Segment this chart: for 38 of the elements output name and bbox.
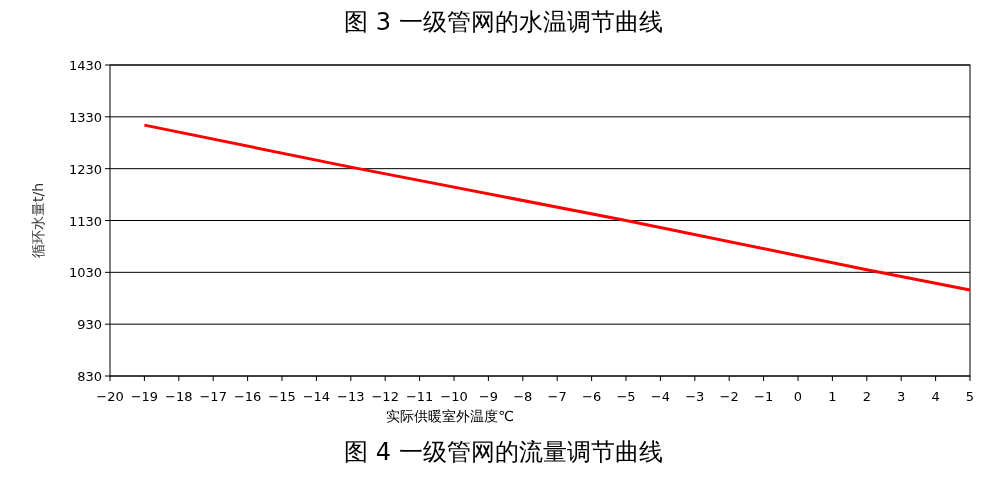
x-tick-label: −6 — [582, 389, 602, 404]
x-tick-label: 4 — [931, 389, 940, 404]
y-tick-label: 1230 — [68, 161, 102, 177]
x-tick-label: −2 — [719, 389, 739, 404]
x-tick-label: −5 — [616, 389, 636, 404]
x-tick-label: −13 — [337, 389, 365, 404]
x-tick-label: −9 — [478, 389, 498, 404]
x-tick-label: −11 — [405, 389, 434, 404]
y-axis-title: 循环水量t/h — [30, 182, 46, 259]
x-tick-label: −12 — [371, 389, 399, 404]
x-tick-label: 2 — [862, 389, 871, 404]
y-tick-label: 1430 — [68, 58, 102, 73]
x-axis-title: 实际供暖室外温度℃ — [386, 408, 514, 424]
y-tick-label: 1130 — [68, 213, 102, 229]
y-tick-label: 1030 — [68, 265, 102, 281]
x-tick-label: −18 — [165, 389, 193, 404]
x-tick-label: −16 — [233, 389, 262, 404]
x-tick-label: −19 — [130, 389, 159, 404]
x-tick-label: −17 — [199, 389, 227, 404]
x-tick-label: −10 — [440, 389, 468, 404]
x-tick-label: −1 — [754, 389, 774, 404]
x-tick-label: −8 — [513, 389, 533, 404]
y-tick-label: 930 — [77, 317, 102, 333]
x-tick-label: −20 — [96, 389, 124, 404]
x-tick-label: −15 — [268, 389, 296, 404]
x-tick-label: −4 — [650, 389, 670, 404]
chart-title: 图 3 一级管网的水温调节曲线 — [344, 8, 663, 36]
x-tick-label: 0 — [793, 389, 803, 404]
y-tick-label: 830 — [77, 369, 102, 384]
x-tick-label: −7 — [547, 389, 567, 404]
x-tick-label: 5 — [965, 389, 975, 404]
x-tick-label: 3 — [897, 389, 906, 404]
x-tick-label: −3 — [685, 389, 705, 404]
x-tick-label: −14 — [302, 389, 331, 404]
caption: 图 4 一级管网的流量调节曲线 — [344, 438, 663, 466]
x-tick-label: 1 — [828, 389, 837, 404]
y-tick-label: 1330 — [68, 109, 102, 125]
line-series — [142, 123, 972, 292]
